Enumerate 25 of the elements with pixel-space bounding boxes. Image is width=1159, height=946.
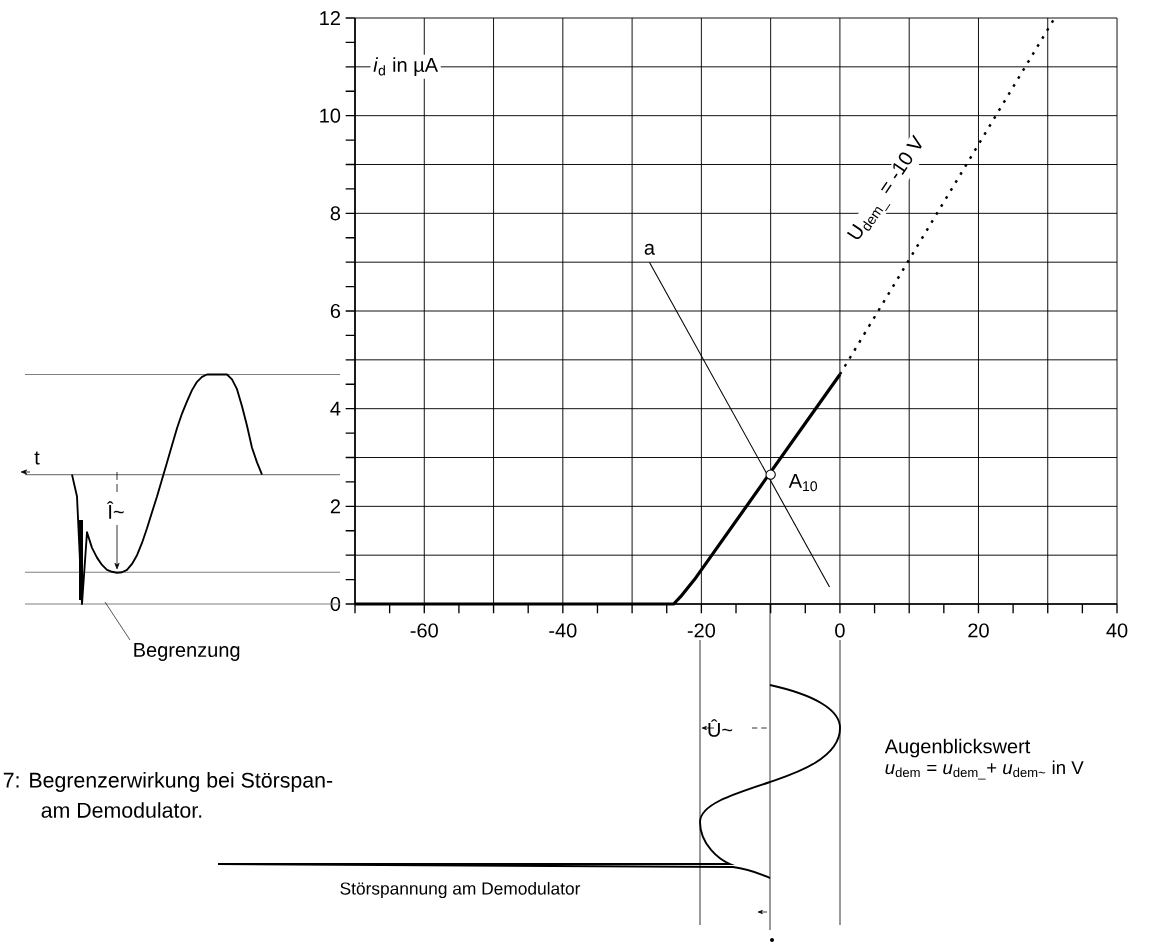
y-tick-label: 12: [320, 11, 340, 25]
y-tick-label: 4: [330, 401, 341, 416]
y-tick-label: 2: [330, 499, 340, 514]
text: t: [34, 451, 40, 465]
x-tick-label: 20: [968, 623, 989, 638]
x-tick-label: 0: [835, 623, 845, 638]
x-tick-label: -20: [687, 623, 716, 638]
y-tick-label: 0: [330, 596, 341, 612]
text: u$_{dem}$ = u$_{dem_}$+ u$_{dem~}$ in V: [885, 760, 1084, 780]
text: am Demodulator.: [41, 802, 202, 818]
x-tick-label: 40: [1106, 623, 1128, 638]
text: Augenblickswert: [884, 738, 1031, 758]
text: 7: Begrenzerwirkung bei Störspan-: [3, 772, 333, 792]
annotation: A$_{10}$: [788, 474, 818, 492]
text: Begrenzung: [134, 643, 240, 661]
annotation: Î~: [106, 501, 124, 519]
y-axis-title: i$_{d}$ in µA: [373, 57, 438, 76]
y-tick-label: 8: [330, 206, 341, 221]
x-tick-label: -60: [410, 623, 438, 638]
y-tick-label: 6: [330, 303, 341, 319]
y-tick-label: 10: [320, 108, 341, 123]
x-tick-label: -40: [549, 623, 577, 638]
text: Û~: [708, 719, 733, 737]
text: Störspannung am Demodulator: [340, 881, 581, 899]
annotation: a: [644, 243, 655, 255]
